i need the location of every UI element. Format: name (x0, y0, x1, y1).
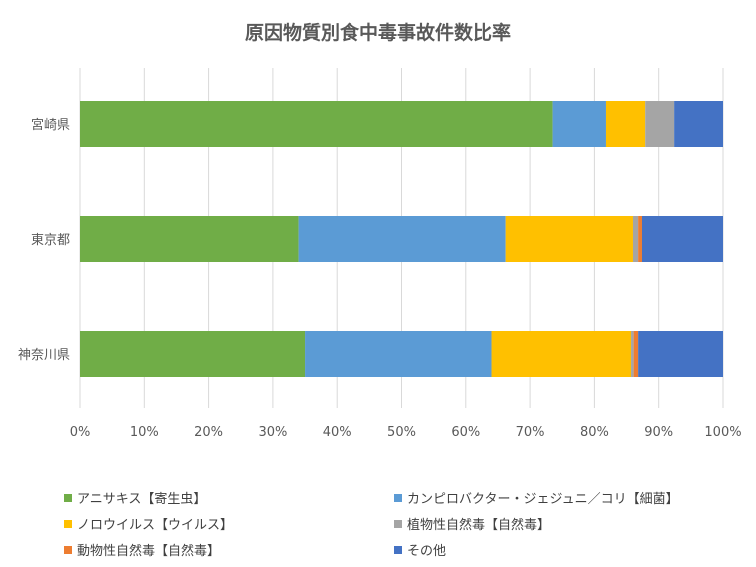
bar-segment (633, 331, 639, 377)
legend-swatch (394, 519, 402, 528)
bar-segment (631, 331, 634, 377)
x-tick-label: 90% (644, 425, 673, 440)
bar-segment (298, 216, 506, 262)
x-tick-label: 10% (130, 425, 159, 440)
legend-swatch (394, 545, 402, 554)
legend-label: アニサキス【寄生虫】 (77, 492, 207, 507)
bar-segment (645, 101, 675, 147)
legend-entry: カンピロバクター・ジェジュニ／コリ【細菌】 (394, 488, 724, 507)
x-tick-label: 80% (580, 425, 609, 440)
bar-segment (80, 216, 299, 262)
x-tick-label: 60% (451, 425, 480, 440)
bar-segment (638, 216, 642, 262)
legend-label: ノロウイルス【ウイルス】 (77, 518, 234, 533)
category-label: 東京都 (31, 232, 70, 248)
legend-swatch (64, 493, 72, 502)
bars (80, 101, 723, 377)
x-tick-label: 0% (70, 425, 91, 440)
legend-entry: その他 (394, 540, 724, 559)
chart-title: 原因物質別食中毒事故件数比率 (244, 22, 511, 44)
x-tick-label: 50% (387, 425, 416, 440)
bar-segment (552, 101, 606, 147)
legend-label: 植物性自然毒【自然毒】 (407, 518, 551, 533)
legend-entry: アニサキス【寄生虫】 (64, 488, 394, 507)
legend-swatch (394, 493, 402, 502)
category-label: 宮崎県 (31, 117, 70, 133)
legend-label: カンピロバクター・ジェジュニ／コリ【細菌】 (407, 492, 679, 507)
x-tick-label: 100% (704, 425, 741, 440)
x-tick-label: 20% (194, 425, 223, 440)
bar-segment (491, 331, 632, 377)
category-label: 神奈川県 (18, 348, 70, 363)
legend-entry: 植物性自然毒【自然毒】 (394, 514, 724, 533)
bar-segment (632, 216, 639, 262)
legend: アニサキス【寄生虫】 カンピロバクター・ジェジュニ／コリ【細菌】ノロウイルス【ウイ… (64, 488, 744, 559)
bar-segment (80, 101, 553, 147)
legend-swatch (64, 545, 72, 554)
bar-segment (505, 216, 633, 262)
legend-label: 動物性自然毒【自然毒】 (77, 544, 221, 559)
x-tick-label: 30% (258, 425, 287, 440)
bar-segment (638, 331, 723, 377)
legend-label: その他 (407, 544, 447, 559)
bar-segment (305, 331, 492, 377)
x-tick-labels: 0% 10% 20% 30% 40% 50% 60% 70% 80% 90% 100% (70, 425, 742, 440)
legend-swatch (64, 519, 72, 528)
bar-segment (674, 101, 723, 147)
x-tick-label: 70% (516, 425, 545, 440)
bar-segment (605, 101, 646, 147)
legend-entry: 動物性自然毒【自然毒】 (64, 540, 394, 559)
legend-entry: ノロウイルス【ウイルス】 (64, 514, 394, 533)
x-tick-label: 40% (323, 425, 352, 440)
bar-segment (641, 216, 723, 262)
bar-segment (80, 331, 306, 377)
